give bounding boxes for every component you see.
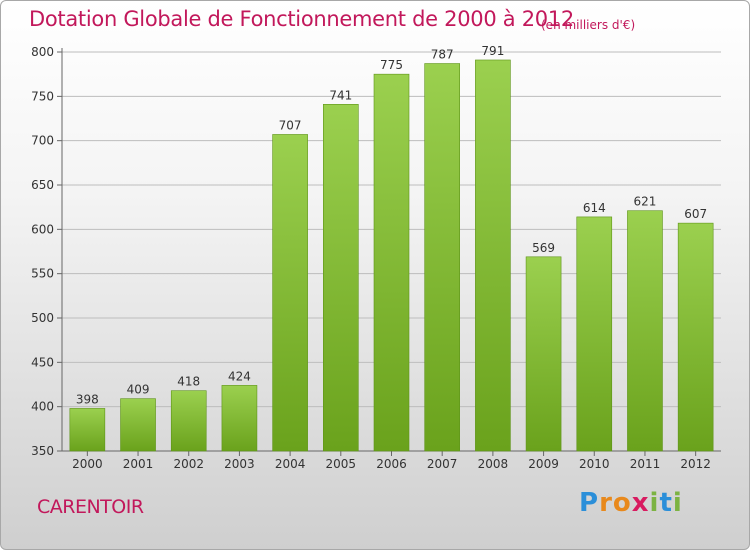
bar-2009 [525, 256, 562, 452]
bar-2008 [475, 59, 511, 452]
bar-2003 [221, 385, 258, 452]
x-tick-label-2011: 2011 [630, 457, 661, 471]
value-label-2007: 787 [431, 48, 454, 62]
bar-2005 [323, 104, 359, 452]
x-tick-label-2007: 2007 [427, 457, 458, 471]
value-label-2002: 418 [177, 375, 200, 389]
value-label-2009: 569 [532, 241, 555, 255]
y-tick-label: 500 [31, 311, 54, 325]
bar-2001 [120, 398, 156, 452]
bar-2000 [69, 408, 106, 452]
y-tick-label: 400 [31, 400, 54, 414]
bar-2004 [272, 134, 308, 452]
x-tick-label-2006: 2006 [376, 457, 407, 471]
commune-name: CARENTOIR [37, 496, 144, 518]
x-tick-label-2002: 2002 [173, 457, 204, 471]
value-label-2008: 791 [481, 44, 504, 58]
bar-2006 [373, 73, 410, 452]
y-tick-label: 650 [31, 178, 54, 192]
chart-title: Dotation Globale de Fonctionnement de 20… [29, 7, 574, 31]
labels: 350 400 450 500 550 600 650 700 750 800 398 2000 409… [31, 44, 711, 471]
proxiti-logo: Proxiti [579, 488, 683, 518]
x-tick-label-2005: 2005 [326, 457, 357, 471]
y-tick-label: 800 [31, 45, 54, 59]
value-label-2000: 398 [76, 392, 99, 406]
chart-subtitle: (en milliers d'€) [541, 18, 636, 32]
y-tick-label: 550 [31, 267, 54, 281]
bar-2002 [170, 390, 207, 452]
value-label-2004: 707 [279, 118, 302, 132]
x-tick-label-2012: 2012 [680, 457, 711, 471]
value-label-2012: 607 [684, 207, 707, 221]
value-label-2005: 741 [329, 88, 352, 102]
y-tick-label: 750 [31, 89, 54, 103]
bar-2011 [627, 210, 663, 452]
x-tick-label-2009: 2009 [528, 457, 559, 471]
value-label-2006: 775 [380, 58, 403, 72]
x-tick-label-2008: 2008 [478, 457, 509, 471]
y-tick-label: 600 [31, 222, 54, 236]
bars [69, 59, 714, 452]
bar-2007 [424, 63, 460, 452]
x-tick-label-2004: 2004 [275, 457, 306, 471]
y-tick-label: 350 [31, 444, 54, 458]
x-tick-label-2001: 2001 [123, 457, 154, 471]
x-tick-label-2000: 2000 [72, 457, 103, 471]
y-tick-label: 700 [31, 134, 54, 148]
bar-2010 [576, 216, 613, 452]
value-label-2010: 614 [583, 201, 606, 215]
x-tick-label-2010: 2010 [579, 457, 610, 471]
bar-2012 [677, 222, 714, 452]
value-label-2003: 424 [228, 369, 251, 383]
value-label-2011: 621 [634, 195, 657, 209]
x-tick-label-2003: 2003 [224, 457, 255, 471]
value-label-2001: 409 [127, 383, 150, 397]
y-tick-label: 450 [31, 355, 54, 369]
